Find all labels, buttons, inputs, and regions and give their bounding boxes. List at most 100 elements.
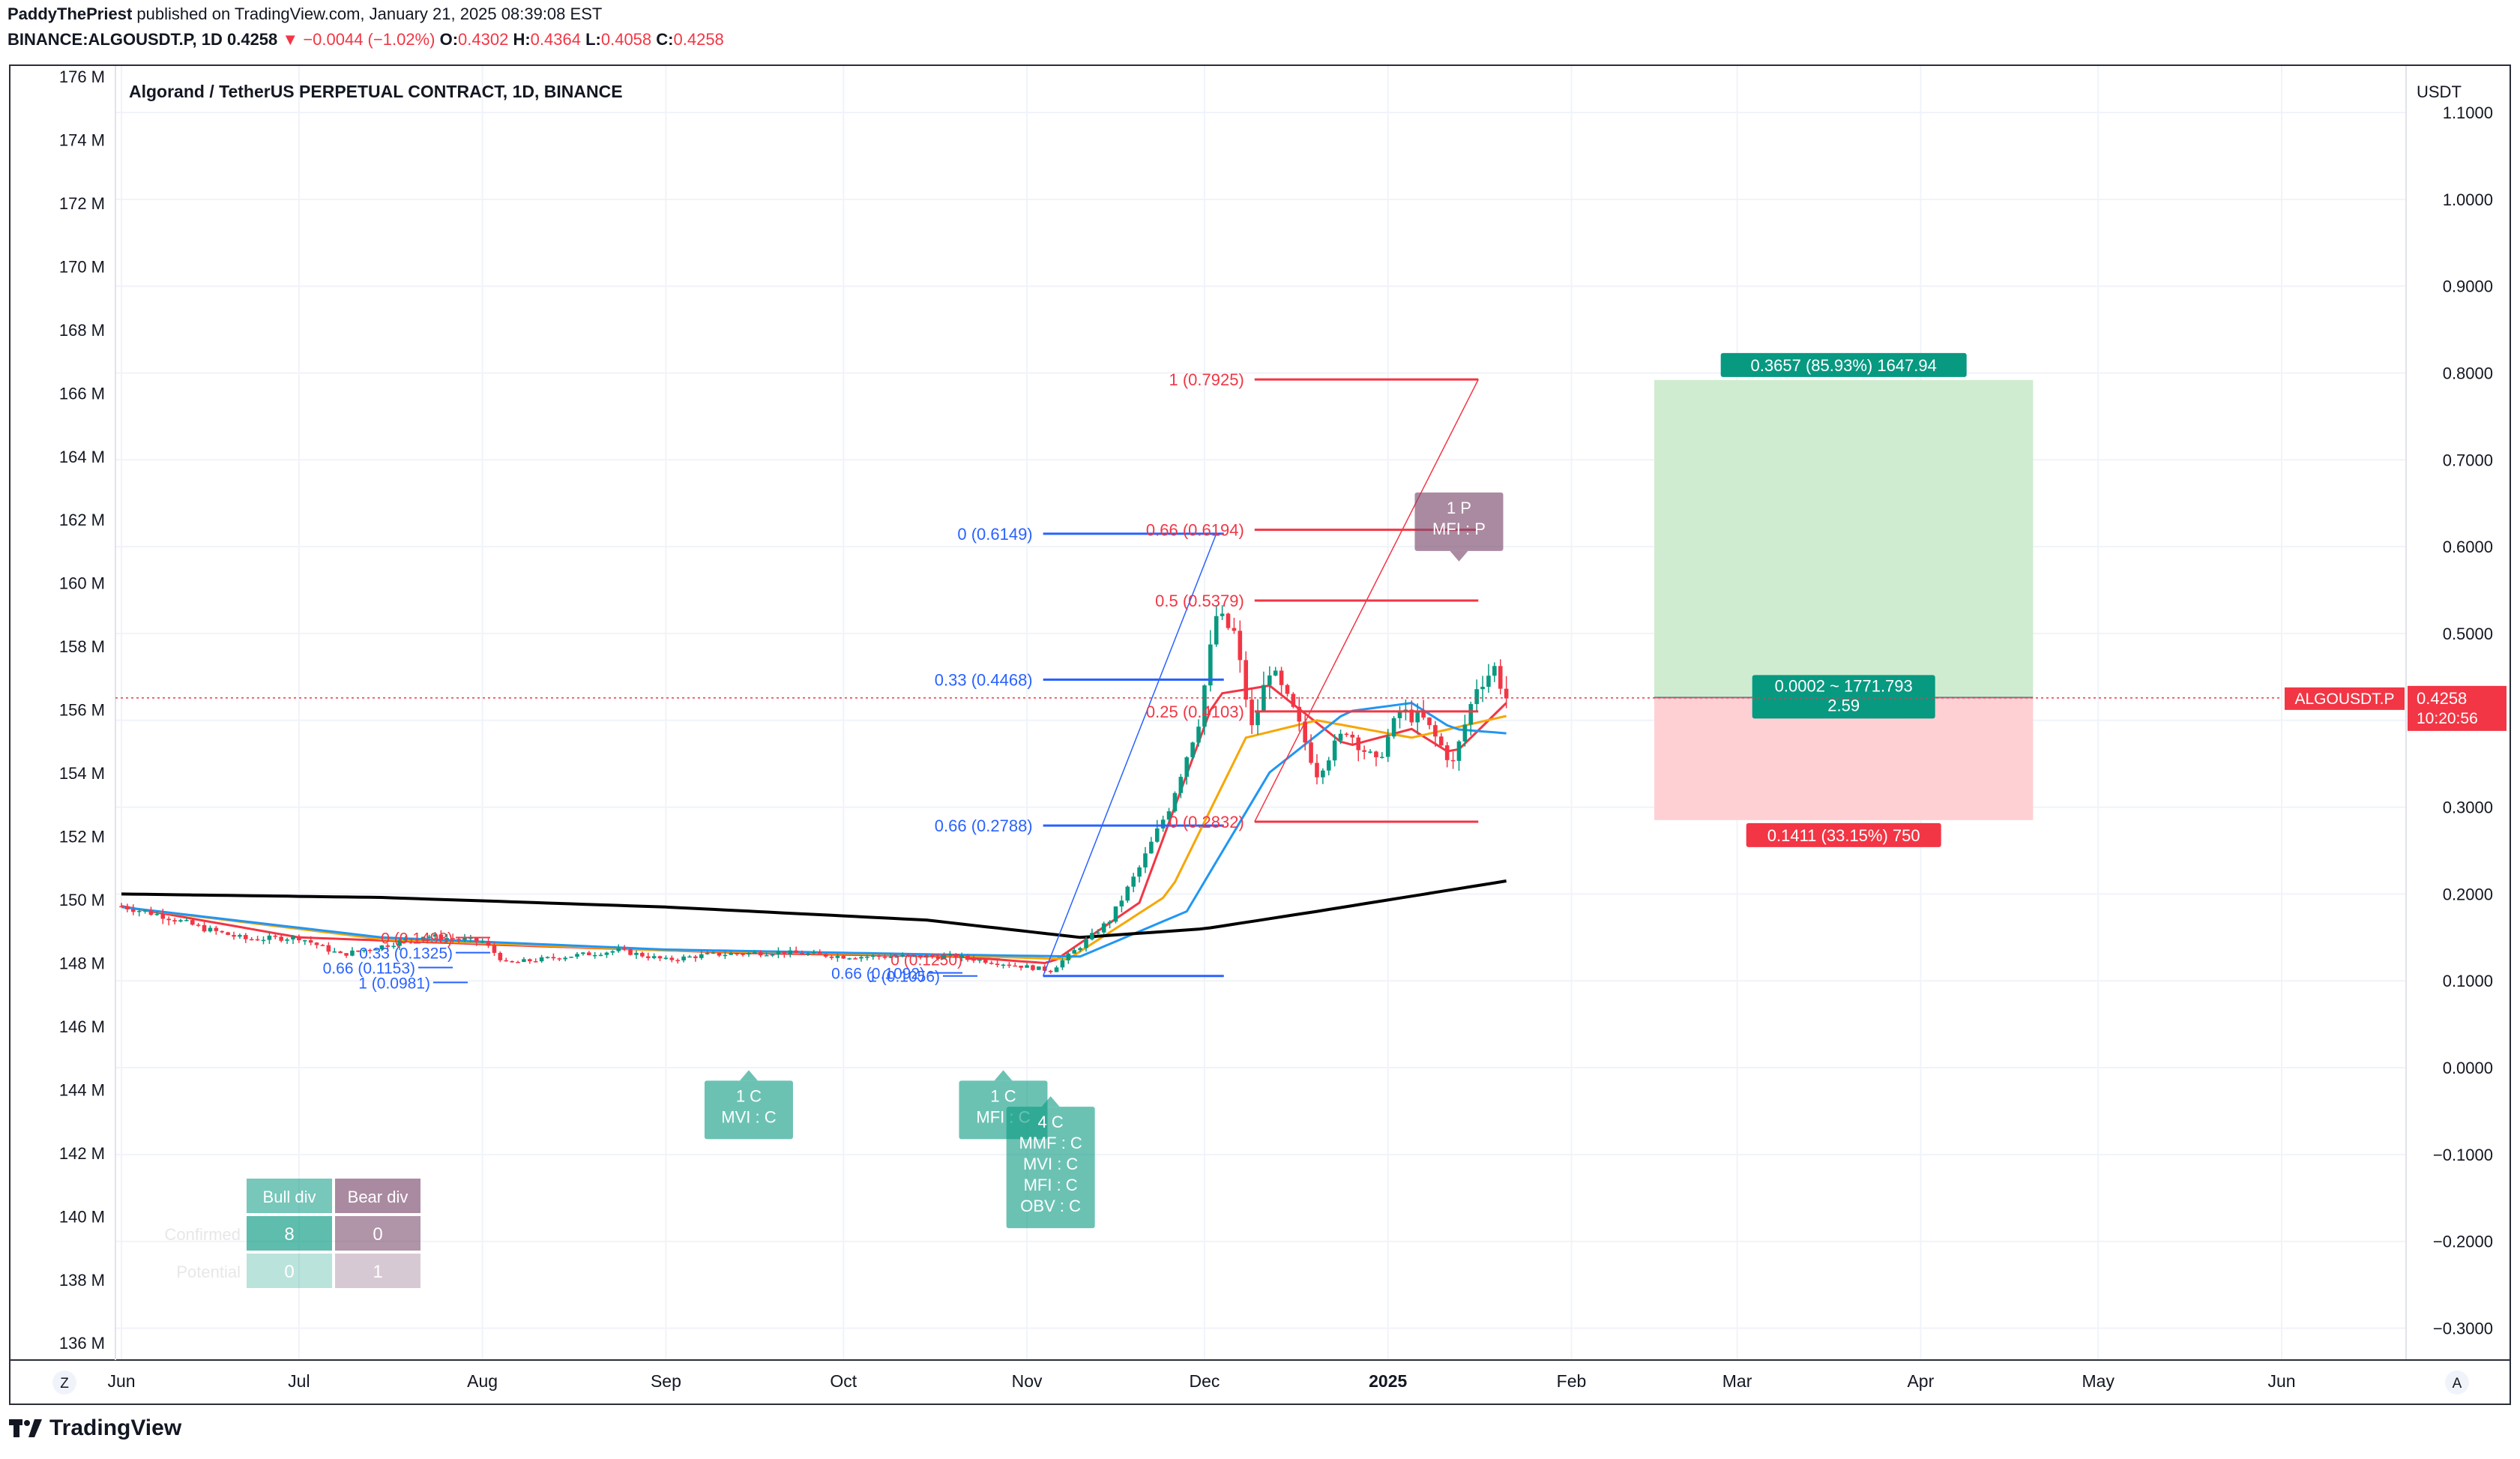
candle-body xyxy=(492,945,497,953)
candle-body xyxy=(1332,740,1337,761)
signal-text: MVI : C xyxy=(721,1107,776,1126)
candle xyxy=(995,960,1000,968)
last-price-marker: ALGOUSDT.P 0.4258 10:20:56 xyxy=(115,685,2507,731)
bull-signal: 4 C MMF : C MVI : C MFI : C OBV : C xyxy=(1006,1096,1095,1229)
candle xyxy=(373,948,379,951)
candle-body xyxy=(1409,709,1414,723)
candle xyxy=(1244,651,1249,708)
candle xyxy=(516,960,520,963)
currency-label: USDT xyxy=(2417,82,2462,101)
publish-date: published on TradingView.com, January 21… xyxy=(136,4,603,23)
signal-text: MVI : C xyxy=(1023,1155,1078,1173)
candle xyxy=(255,936,260,941)
price-chart[interactable]: Algorand / TetherUS PERPETUAL CONTRACT, … xyxy=(10,66,2510,1404)
stop-label: 0.1411 (33.15%) 750 xyxy=(1767,826,1920,845)
candle xyxy=(326,942,331,955)
candle-body xyxy=(1196,727,1201,743)
candle xyxy=(1474,679,1479,712)
candle xyxy=(1267,666,1272,700)
candle xyxy=(1096,929,1100,935)
candle xyxy=(486,938,491,948)
candle xyxy=(1309,734,1313,765)
right-axis-tick: 1.0000 xyxy=(2443,190,2493,209)
candle-body xyxy=(859,957,863,959)
candle-body xyxy=(1261,685,1266,711)
tradingview-brand[interactable]: TradingView xyxy=(9,1416,181,1441)
candle-body xyxy=(432,934,438,937)
candle xyxy=(1438,732,1444,747)
candle xyxy=(764,952,769,957)
candle-body xyxy=(1326,760,1331,771)
candle-body xyxy=(1042,966,1047,971)
candle xyxy=(776,947,781,958)
candle-body xyxy=(379,945,385,950)
candle-body xyxy=(1315,762,1319,777)
candle xyxy=(1250,688,1254,734)
candle-body xyxy=(261,939,266,942)
grid-lines xyxy=(115,66,2406,1360)
long-position-box[interactable]: 0.3657 (85.93%) 1647.94 0.0002 ~ 1771.793… xyxy=(1654,352,2034,847)
ma-line-long xyxy=(121,879,1507,939)
candle xyxy=(640,951,645,958)
candle xyxy=(154,911,160,916)
candle-body xyxy=(516,962,520,963)
candle-body xyxy=(1048,970,1053,972)
profit-zone xyxy=(1654,379,2034,698)
candle-body xyxy=(835,956,840,958)
target-label: 0.3657 (85.93%) 1647.94 xyxy=(1751,356,1937,375)
candle xyxy=(1504,676,1509,709)
bull-signal: 1 C MVI : C xyxy=(704,1070,793,1140)
auto-scale-button[interactable] xyxy=(2445,1371,2469,1395)
candle xyxy=(238,933,242,939)
zoom-button-label: Z xyxy=(60,1376,69,1392)
candle xyxy=(1119,895,1124,912)
candle-body xyxy=(924,955,929,958)
table-header-cell xyxy=(247,1179,332,1213)
fib-cluster-label: 1 (0.1056) xyxy=(868,969,940,986)
candle xyxy=(403,936,408,942)
candle-body xyxy=(178,920,183,922)
candle xyxy=(876,954,881,960)
candle-body xyxy=(1244,660,1249,700)
open-label: O: xyxy=(439,30,459,49)
left-axis-tick: 166 M xyxy=(59,384,105,403)
candle-body xyxy=(806,953,810,955)
author-name[interactable]: PaddyThePriest xyxy=(7,4,133,23)
candle-body xyxy=(166,918,171,921)
candle xyxy=(1297,697,1302,732)
candle xyxy=(1107,920,1112,929)
x-axis-tick: Nov xyxy=(1012,1371,1043,1391)
candle-body xyxy=(1214,616,1219,645)
candle xyxy=(1214,606,1219,647)
table-cell xyxy=(335,1216,420,1251)
candle xyxy=(130,904,136,915)
right-axis-tick: −0.3000 xyxy=(2433,1320,2493,1338)
candle-body xyxy=(1031,965,1035,970)
candle xyxy=(1421,700,1426,721)
left-axis-tick: 168 M xyxy=(59,321,105,340)
x-axis-tick: 2025 xyxy=(1369,1371,1407,1391)
candle xyxy=(900,952,905,957)
candle xyxy=(924,954,929,958)
auto-zoom-button[interactable] xyxy=(52,1371,76,1395)
signal-text: MFI : C xyxy=(1024,1176,1078,1194)
candle-body xyxy=(474,937,479,942)
candle-body xyxy=(841,956,846,959)
chart-frame[interactable]: Algorand / TetherUS PERPETUAL CONTRACT, … xyxy=(9,64,2511,1405)
candle xyxy=(1480,676,1485,703)
candle-body xyxy=(1421,711,1426,718)
candle-body xyxy=(1350,734,1355,738)
fib-red-trend xyxy=(1254,379,1479,822)
candle xyxy=(148,906,154,916)
candle-body xyxy=(592,954,597,957)
candle xyxy=(853,957,857,960)
tradingview-logo-icon xyxy=(9,1419,42,1437)
candle-body xyxy=(823,954,828,957)
candle xyxy=(965,954,970,962)
candle-body xyxy=(130,909,136,912)
candle xyxy=(1149,837,1154,854)
fib-levels[interactable]: 0 (0.6149) 0.33 (0.4468) 0.66 (0.2788) 1 (0… xyxy=(323,370,1479,992)
candle xyxy=(1444,741,1450,768)
candle xyxy=(1326,756,1331,776)
